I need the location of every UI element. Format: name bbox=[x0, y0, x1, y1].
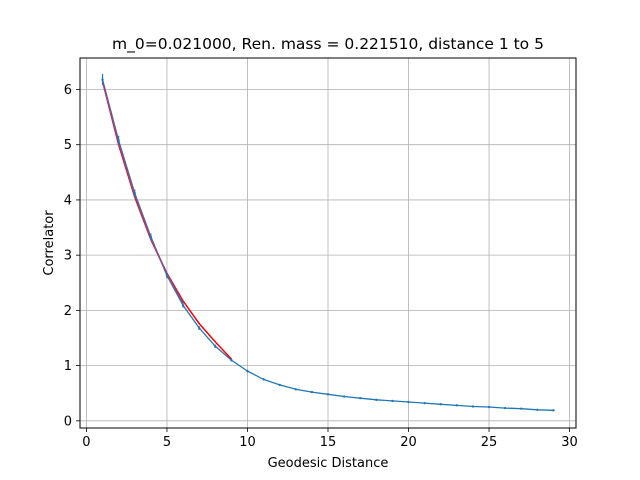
data-point bbox=[407, 400, 410, 404]
x-tick-label: 15 bbox=[320, 435, 337, 450]
series-layer bbox=[101, 74, 555, 412]
data-point bbox=[439, 403, 442, 406]
chart-title: m_0=0.021000, Ren. mass = 0.221510, dist… bbox=[112, 35, 544, 54]
data-point bbox=[503, 406, 507, 410]
y-tick-label: 4 bbox=[64, 193, 72, 208]
y-tick-label: 6 bbox=[64, 83, 72, 98]
data-point bbox=[278, 383, 281, 387]
data-point bbox=[117, 139, 120, 142]
ticks: 0 5 10 15 20 25 30 0 1 2 3 4 5 6 bbox=[64, 83, 578, 450]
data-point bbox=[487, 405, 491, 409]
y-axis-label: Correlator bbox=[42, 210, 57, 276]
data-point bbox=[375, 398, 378, 402]
data-point bbox=[149, 235, 153, 239]
y-tick-label: 1 bbox=[64, 359, 72, 374]
x-tick-label: 5 bbox=[163, 435, 171, 450]
data-point bbox=[165, 274, 169, 277]
grid bbox=[80, 58, 576, 428]
y-tick-label: 2 bbox=[64, 304, 72, 319]
data-point bbox=[262, 378, 265, 381]
data-point bbox=[359, 396, 362, 400]
data-point bbox=[101, 78, 104, 81]
data-point bbox=[471, 405, 475, 408]
data-point bbox=[294, 388, 297, 391]
data-point bbox=[536, 408, 539, 411]
x-tick-label: 25 bbox=[481, 435, 498, 450]
data-point bbox=[326, 393, 330, 396]
data-point bbox=[391, 399, 394, 403]
x-tick-label: 20 bbox=[400, 435, 417, 450]
data-point bbox=[230, 358, 233, 362]
x-axis-label: Geodesic Distance bbox=[268, 456, 389, 471]
x-tick-label: 0 bbox=[82, 435, 90, 450]
plot-frame bbox=[79, 57, 577, 429]
data-point bbox=[197, 326, 201, 330]
x-tick-label: 30 bbox=[561, 435, 578, 450]
y-tick-label: 3 bbox=[64, 249, 72, 264]
data-point bbox=[455, 404, 459, 407]
data-point bbox=[214, 345, 217, 348]
data-point bbox=[342, 395, 346, 398]
y-tick-label: 5 bbox=[64, 138, 72, 153]
data-point bbox=[246, 369, 249, 373]
data-point bbox=[133, 192, 136, 195]
overlap-line bbox=[101, 80, 184, 304]
data-point bbox=[181, 304, 185, 307]
data-point bbox=[520, 407, 523, 410]
data-point bbox=[310, 390, 314, 394]
x-tick-label: 10 bbox=[239, 435, 256, 450]
data-point bbox=[552, 409, 555, 412]
data-point bbox=[423, 401, 426, 405]
y-tick-label: 0 bbox=[64, 414, 72, 429]
